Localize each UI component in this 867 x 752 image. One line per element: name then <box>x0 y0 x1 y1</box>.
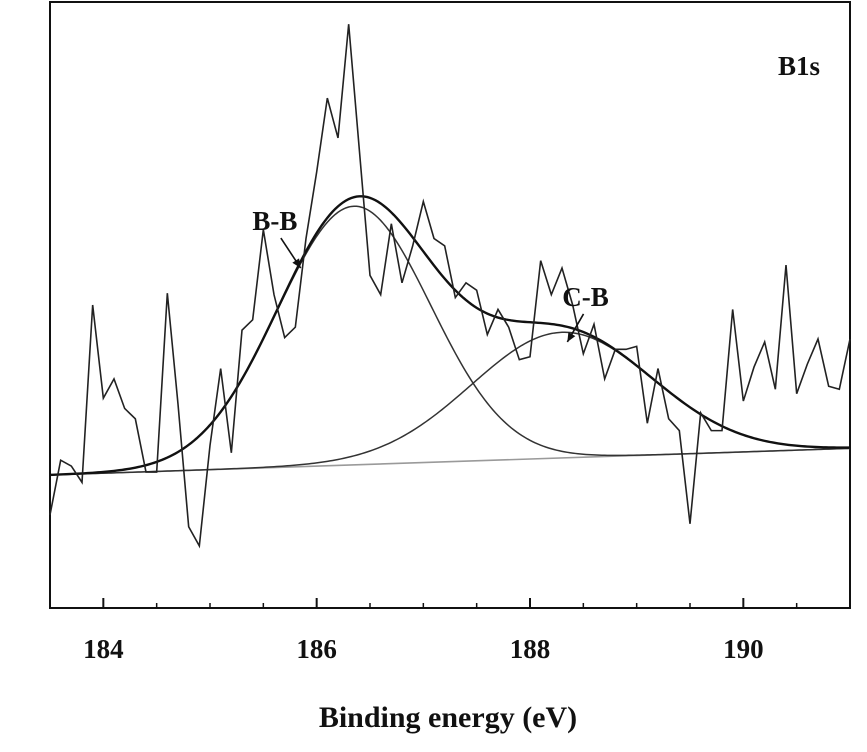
x-tick-label: 186 <box>296 634 337 664</box>
panel-label: B1s <box>778 51 820 81</box>
x-tick-label: 184 <box>83 634 124 664</box>
x-tick-label: 190 <box>723 634 764 664</box>
annotation-arrowhead <box>292 258 300 268</box>
x-tick-label: 188 <box>510 634 551 664</box>
fit-peak-c-b <box>50 332 850 475</box>
curves-layer <box>50 24 850 546</box>
plot-frame <box>50 2 850 608</box>
x-axis-title: Binding energy (eV) <box>319 701 577 734</box>
annotation-label-b-b: B-B <box>252 206 297 236</box>
annotation-label-c-b: C-B <box>562 282 609 312</box>
